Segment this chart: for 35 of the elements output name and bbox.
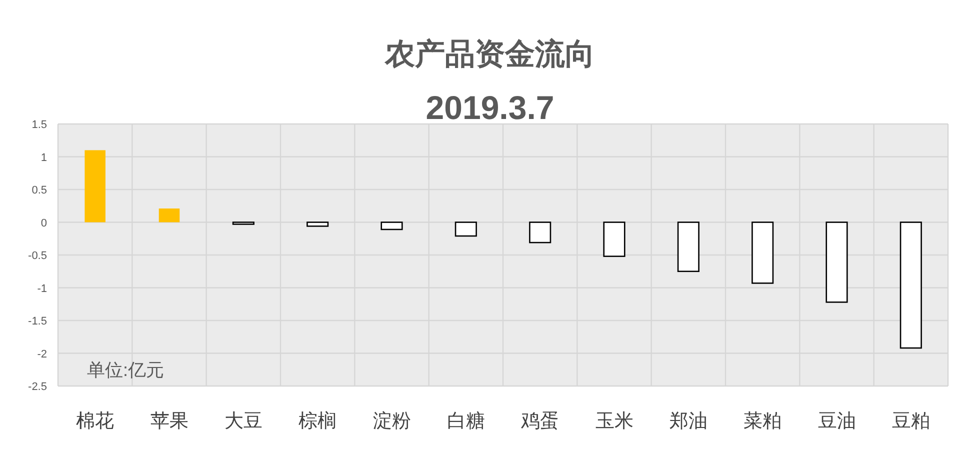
annotation: 单位:亿元 [87,360,164,380]
bar [454,222,477,237]
x-tick-label: 白糖 [446,411,485,432]
bar [603,222,626,257]
bar [306,222,329,227]
x-tick-label: 豆粕 [892,411,930,432]
x-tick-label: 郑油 [669,411,708,432]
bar [380,222,403,230]
bar [84,150,106,222]
y-tick-label: -1.5 [28,316,47,328]
x-tick-label: 苹果 [150,411,188,432]
y-tick-label: -1 [37,282,47,295]
y-tick-label: -2.5 [28,381,47,393]
y-tick-label: 0 [40,217,47,230]
x-tick-label: 菜粕 [744,411,782,432]
y-tick-label: 1 [40,152,47,164]
y-tick-label: -0.5 [28,250,47,262]
x-tick-label: 豆油 [818,411,856,432]
x-tick-label: 棕榈 [298,410,337,432]
x-tick-label: 大豆 [224,411,262,432]
bar [826,222,848,303]
y-tick-label: 1.5 [32,119,47,131]
chart-subtitle: 2019.3.7 [426,89,554,126]
chart-title: 农产品资金流向 [384,37,595,71]
x-tick-label: 棉花 [76,411,114,432]
bar [529,222,552,244]
bar [900,222,922,349]
y-tick-label: 0.5 [32,184,47,196]
x-tick-label: 淀粉 [372,410,411,432]
bar [752,222,774,284]
x-tick-label: 鸡蛋 [520,411,560,432]
bar [677,222,700,272]
y-tick-label: -2 [37,348,47,360]
x-tick-label: 玉米 [595,411,634,432]
bar [158,208,180,222]
